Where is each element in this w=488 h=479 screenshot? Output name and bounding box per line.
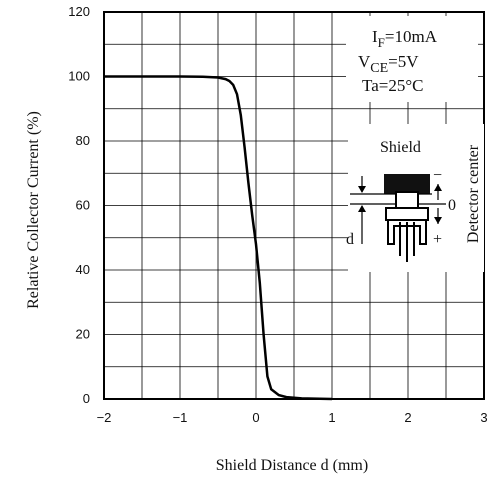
condition-if: IF=10mA: [372, 27, 438, 50]
y-axis-title: Relative Collector Current (%): [25, 111, 42, 309]
x-tick-label: −1: [173, 410, 188, 425]
detector-body: [387, 219, 427, 245]
x-tick-label: 0: [252, 410, 259, 425]
conditions-backdrop: [346, 16, 478, 102]
inset-plus-label: +: [433, 231, 442, 248]
y-tick-label: 40: [76, 262, 90, 277]
condition-ta: Ta=25°C: [362, 76, 423, 95]
d-arrow-down: [358, 186, 366, 193]
x-tick-label: 1: [328, 410, 335, 425]
inset-diagram: Shield d − 0 + Detector center: [346, 124, 484, 272]
inset-zero-label: 0: [448, 197, 456, 214]
series-line: [104, 75, 333, 401]
y-tick-labels: 0 20 40 60 80 100 120: [68, 4, 90, 406]
condition-vce: VCE=5V: [358, 52, 419, 76]
shield-plate: [384, 174, 430, 194]
y-tick-label: 0: [83, 391, 90, 406]
d-arrow-up: [358, 205, 366, 212]
inset-minus-label: −: [433, 167, 442, 184]
y-tick-label: 100: [68, 69, 90, 84]
x-tick-labels: −2 −1 0 1 2 3: [97, 410, 488, 425]
x-axis-title: Shield Distance d (mm): [216, 457, 368, 474]
inset-detector-center-label: Detector center: [465, 144, 482, 243]
x-tick-label: 2: [404, 410, 411, 425]
inset-shield-label: Shield: [380, 139, 421, 156]
y-tick-label: 120: [68, 4, 90, 19]
x-tick-label: −2: [97, 410, 112, 425]
y-tick-label: 80: [76, 133, 90, 148]
inset-d-label: d: [346, 231, 354, 248]
x-tick-label: 3: [480, 410, 487, 425]
y-tick-label: 20: [76, 327, 90, 342]
y-tick-label: 60: [76, 198, 90, 213]
